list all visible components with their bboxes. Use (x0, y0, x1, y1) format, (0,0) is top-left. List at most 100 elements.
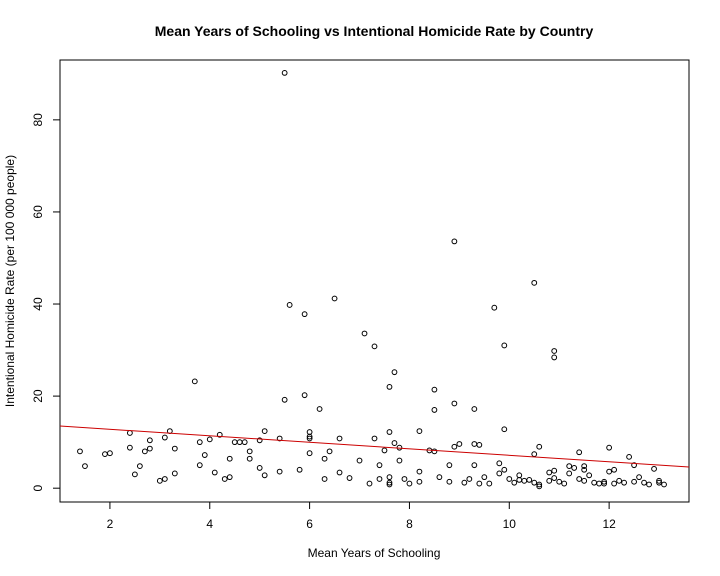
data-point (631, 478, 637, 485)
data-point (321, 476, 328, 482)
data-point (536, 443, 543, 450)
data-point (256, 465, 263, 471)
data-point (376, 462, 383, 469)
data-point (221, 476, 228, 482)
data-point (386, 383, 393, 390)
data-point (171, 445, 178, 452)
data-point (261, 428, 268, 434)
data-point (286, 302, 293, 308)
y-tick-label: 60 (31, 205, 45, 219)
data-point (521, 477, 528, 484)
y-axis-label: Intentional Homicide Rate (per 100 000 p… (3, 155, 17, 407)
data-point (656, 477, 662, 484)
data-point (416, 478, 423, 485)
data-point (606, 468, 613, 475)
data-point (526, 477, 533, 483)
data-point (256, 437, 263, 444)
data-point (241, 439, 248, 446)
data-point (561, 480, 568, 487)
data-point (431, 448, 438, 455)
data-point (386, 479, 393, 486)
data-point (566, 470, 573, 477)
data-point (596, 480, 603, 487)
data-point (211, 469, 218, 476)
data-point (601, 480, 608, 487)
data-point (551, 467, 558, 474)
data-point (107, 450, 113, 457)
data-point (506, 476, 513, 482)
data-point (581, 463, 588, 469)
data-point (376, 476, 383, 482)
data-point (321, 455, 328, 462)
data-point (551, 348, 558, 354)
data-point (651, 465, 657, 472)
data-point (156, 477, 163, 484)
data-point (501, 426, 508, 433)
data-point (396, 457, 403, 464)
data-point (581, 466, 588, 473)
data-point (331, 295, 338, 302)
data-point (296, 466, 303, 473)
x-tick-label: 6 (306, 517, 313, 531)
data-point (611, 466, 618, 473)
data-point (281, 396, 288, 403)
data-point (226, 474, 233, 481)
data-point (516, 472, 523, 479)
data-point (491, 304, 498, 311)
x-tick-label: 10 (503, 517, 517, 531)
data-point (126, 444, 133, 451)
data-point (356, 457, 363, 464)
data-point (501, 466, 508, 473)
data-point (626, 453, 632, 460)
data-point (141, 448, 148, 455)
data-point (102, 451, 108, 458)
data-point (616, 477, 623, 484)
data-point (451, 400, 458, 407)
x-tick-label: 12 (602, 517, 616, 531)
data-point (306, 450, 313, 457)
data-point (646, 481, 652, 488)
y-tick-label: 20 (31, 389, 45, 403)
data-point (336, 435, 343, 442)
data-point (656, 479, 662, 486)
data-point (371, 435, 378, 442)
data-point (416, 428, 423, 434)
data-point (196, 462, 203, 469)
data-point (631, 462, 637, 469)
data-point (391, 369, 398, 376)
data-point (471, 462, 478, 469)
data-points (77, 69, 667, 490)
x-axis-label: Mean Years of Schooling (308, 546, 441, 560)
data-point (586, 472, 593, 479)
data-point (536, 483, 543, 490)
data-point (276, 435, 283, 442)
data-point (386, 429, 393, 435)
data-point (621, 479, 628, 486)
data-point (536, 481, 543, 488)
data-point (576, 476, 583, 482)
data-point (431, 386, 438, 393)
data-point (146, 437, 153, 444)
data-point (601, 478, 608, 485)
data-point (516, 477, 523, 483)
data-point (306, 429, 313, 435)
data-point (366, 480, 373, 487)
data-point (216, 431, 223, 438)
data-point (326, 448, 333, 455)
data-point (531, 451, 538, 458)
data-point (306, 433, 313, 440)
data-point (511, 479, 518, 486)
data-point (466, 476, 473, 482)
data-point (451, 238, 458, 245)
data-point (346, 475, 353, 481)
y-tick-label: 40 (31, 297, 45, 311)
data-point (546, 469, 553, 476)
data-point (456, 441, 463, 447)
data-point (461, 479, 468, 486)
data-point (316, 406, 323, 412)
data-point (436, 474, 443, 481)
y-tick-label: 80 (31, 113, 45, 127)
data-point (531, 279, 538, 286)
data-point (446, 462, 453, 469)
